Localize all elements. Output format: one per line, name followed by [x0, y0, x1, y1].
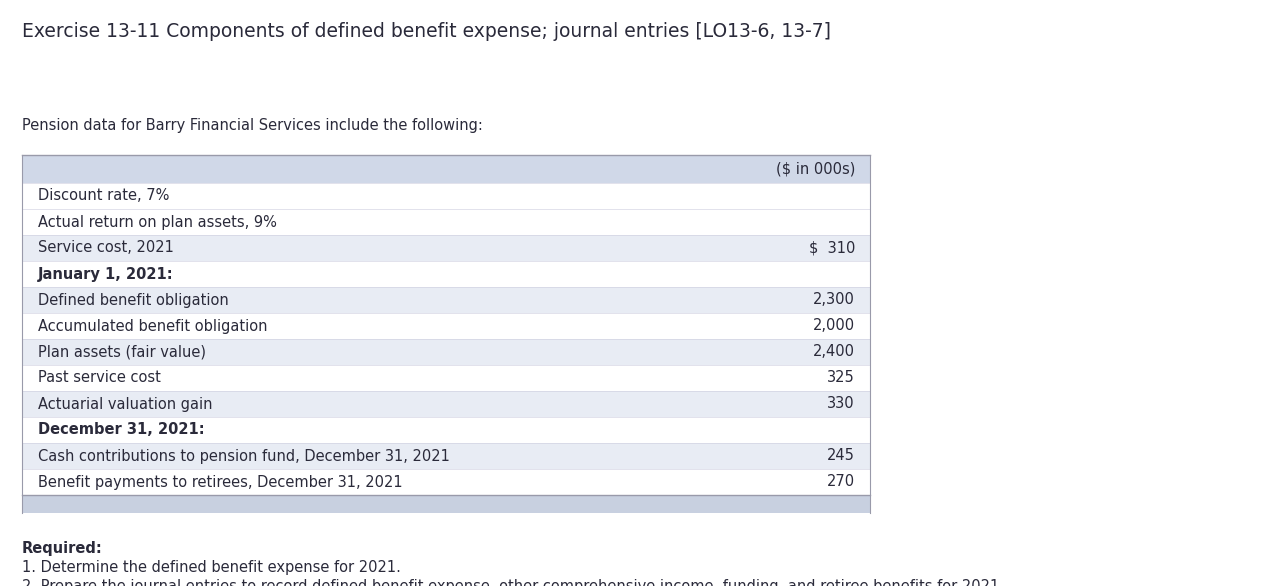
Text: Discount rate, 7%: Discount rate, 7%	[38, 189, 170, 203]
Text: Defined benefit obligation: Defined benefit obligation	[38, 292, 228, 308]
Text: Exercise 13-11 Components of defined benefit expense; journal entries [LO13-6, 1: Exercise 13-11 Components of defined ben…	[22, 22, 831, 41]
Text: $  310: $ 310	[809, 240, 855, 255]
Bar	[22, 235, 870, 261]
Text: Actual return on plan assets, 9%: Actual return on plan assets, 9%	[38, 214, 277, 230]
Text: December 31, 2021:: December 31, 2021:	[38, 423, 204, 438]
Text: Service cost, 2021: Service cost, 2021	[38, 240, 174, 255]
Text: Benefit payments to retirees, December 31, 2021: Benefit payments to retirees, December 3…	[38, 475, 403, 489]
Text: ($ in 000s): ($ in 000s)	[776, 162, 855, 176]
Bar	[22, 261, 870, 287]
Bar	[22, 417, 870, 443]
Text: 1. Determine the defined benefit expense for 2021.: 1. Determine the defined benefit expense…	[22, 560, 401, 575]
Bar	[22, 313, 870, 339]
Text: Pension data for Barry Financial Services include the following:: Pension data for Barry Financial Service…	[22, 118, 482, 133]
Text: 2,000: 2,000	[813, 319, 855, 333]
Text: 325: 325	[827, 370, 855, 386]
Bar	[22, 495, 870, 513]
Text: 2,300: 2,300	[813, 292, 855, 308]
Text: Actuarial valuation gain: Actuarial valuation gain	[38, 397, 213, 411]
Bar	[22, 391, 870, 417]
Bar	[22, 469, 870, 495]
Bar	[22, 183, 870, 209]
Text: Past service cost: Past service cost	[38, 370, 161, 386]
Text: Plan assets (fair value): Plan assets (fair value)	[38, 345, 205, 359]
Text: 2,400: 2,400	[813, 345, 855, 359]
Bar	[22, 209, 870, 235]
Text: 330: 330	[827, 397, 855, 411]
Text: Cash contributions to pension fund, December 31, 2021: Cash contributions to pension fund, Dece…	[38, 448, 450, 464]
Bar	[22, 339, 870, 365]
Text: January 1, 2021:: January 1, 2021:	[38, 267, 174, 281]
Bar	[22, 443, 870, 469]
Bar	[22, 155, 870, 183]
Bar	[22, 287, 870, 313]
Text: Accumulated benefit obligation: Accumulated benefit obligation	[38, 319, 268, 333]
Bar	[22, 365, 870, 391]
Text: 2. Prepare the journal entries to record defined benefit expense, other comprehe: 2. Prepare the journal entries to record…	[22, 579, 1004, 586]
Text: 270: 270	[827, 475, 855, 489]
Text: Required:: Required:	[22, 541, 103, 556]
Text: 245: 245	[827, 448, 855, 464]
